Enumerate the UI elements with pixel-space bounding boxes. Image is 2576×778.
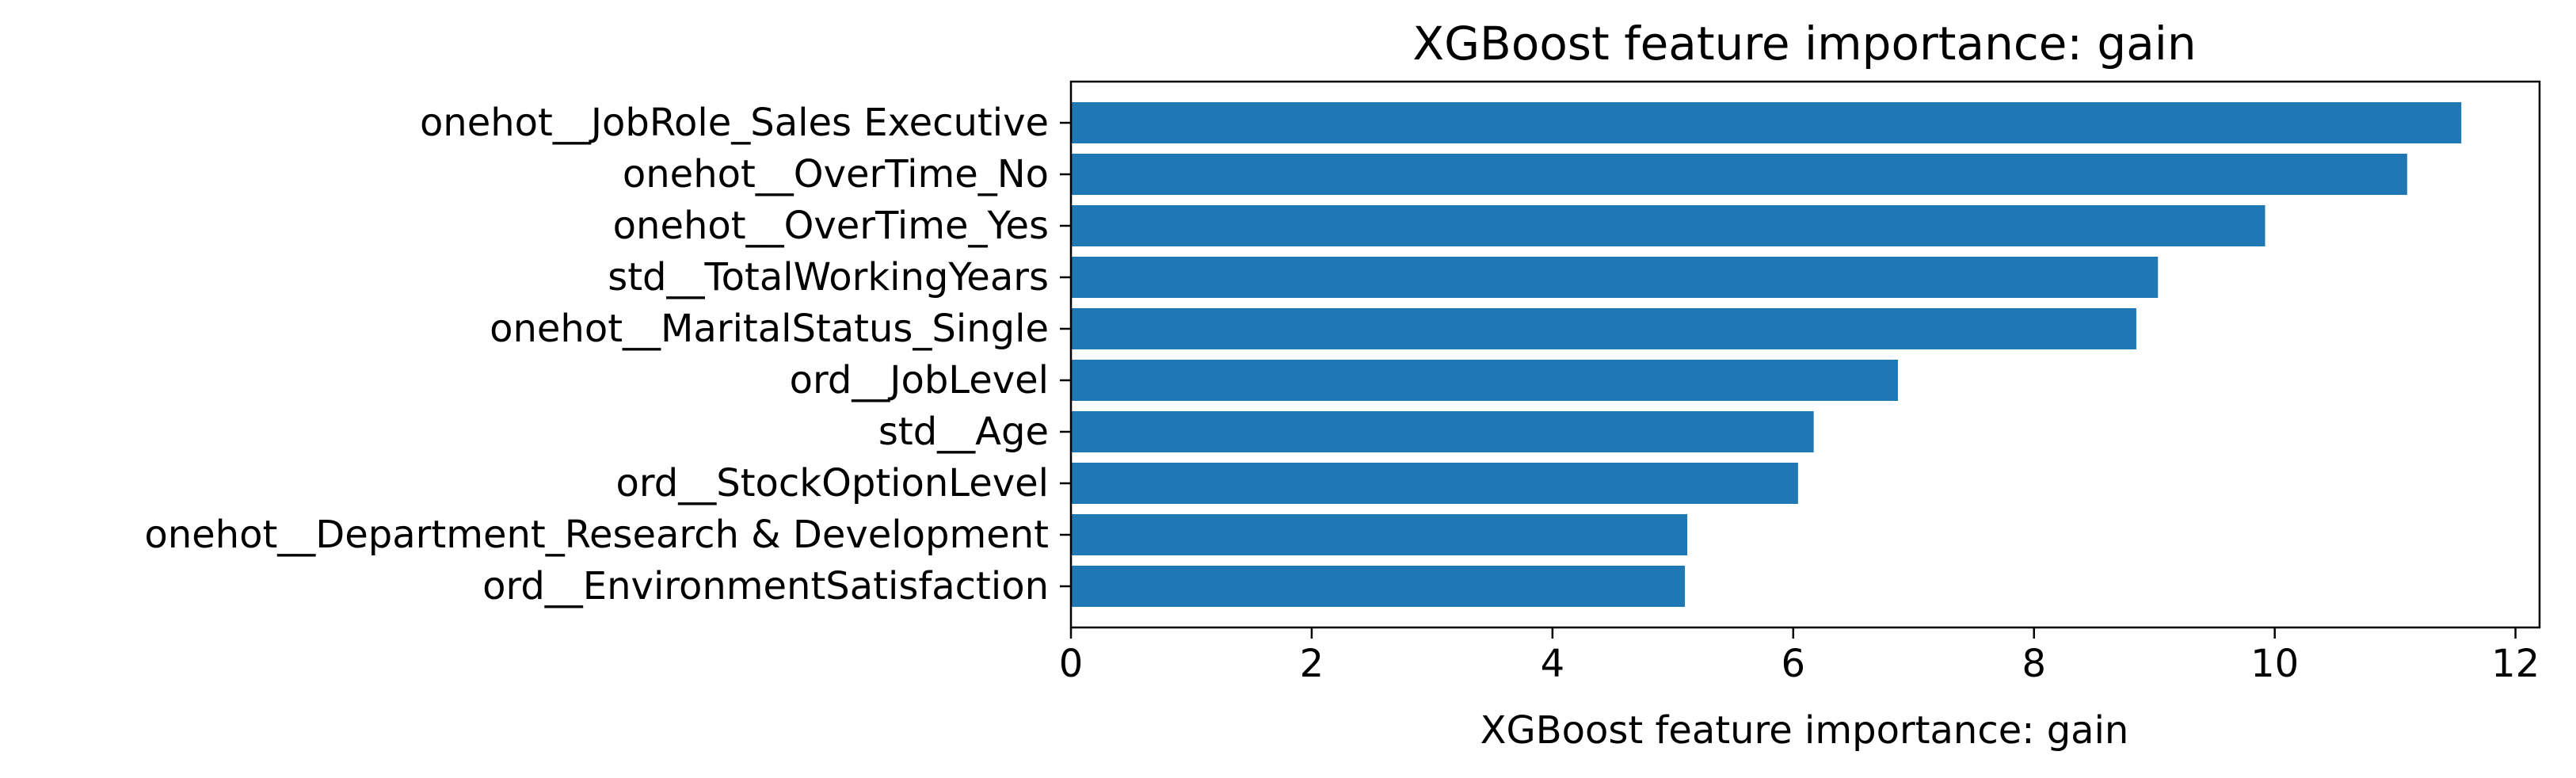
y-tick-label: onehot__Department_Research & Developmen… xyxy=(144,513,1049,557)
bar xyxy=(1071,411,1814,452)
y-tick-label: onehot__OverTime_No xyxy=(623,152,1049,196)
plot-frame xyxy=(1069,80,2541,629)
x-ticks: 0 2 4 6 8 10 12 xyxy=(1059,627,2540,686)
y-tick-label: ord__EnvironmentSatisfaction xyxy=(482,564,1049,608)
x-axis-label: XGBoost feature importance: gain xyxy=(1480,708,2129,753)
x-tick-label: 2 xyxy=(1300,642,1324,686)
x-tick-label: 0 xyxy=(1059,642,1084,686)
bar xyxy=(1071,102,2462,143)
x-tick-label: 8 xyxy=(2022,642,2046,686)
y-tick-label: onehot__MaritalStatus_Single xyxy=(490,307,1049,351)
bar xyxy=(1071,514,1688,555)
x-tick-label: 12 xyxy=(2491,642,2540,686)
x-tick-label: 10 xyxy=(2250,642,2299,686)
y-tick-label: onehot__JobRole_Sales Executive xyxy=(420,101,1049,145)
chart-title: XGBoost feature importance: gain xyxy=(1412,17,2196,71)
y-tick-label: std__Age xyxy=(878,410,1049,454)
y-tick-label: std__TotalWorkingYears xyxy=(608,255,1049,299)
x-tick-label: 6 xyxy=(1781,642,1806,686)
y-tick-labels: onehot__JobRole_Sales Executive onehot__O… xyxy=(144,101,1071,608)
x-tick-label: 4 xyxy=(1541,642,1565,686)
bars-group xyxy=(1071,102,2462,607)
y-tick-label: ord__StockOptionLevel xyxy=(616,461,1049,505)
bar xyxy=(1071,154,2407,195)
bar xyxy=(1071,308,2136,349)
bar xyxy=(1071,463,1798,504)
bar xyxy=(1071,360,1899,401)
y-tick-label: onehot__OverTime_Yes xyxy=(613,204,1049,248)
bar xyxy=(1071,205,2265,246)
y-tick-label: ord__JobLevel xyxy=(790,358,1049,402)
bar xyxy=(1071,257,2159,298)
bar xyxy=(1071,566,1686,607)
